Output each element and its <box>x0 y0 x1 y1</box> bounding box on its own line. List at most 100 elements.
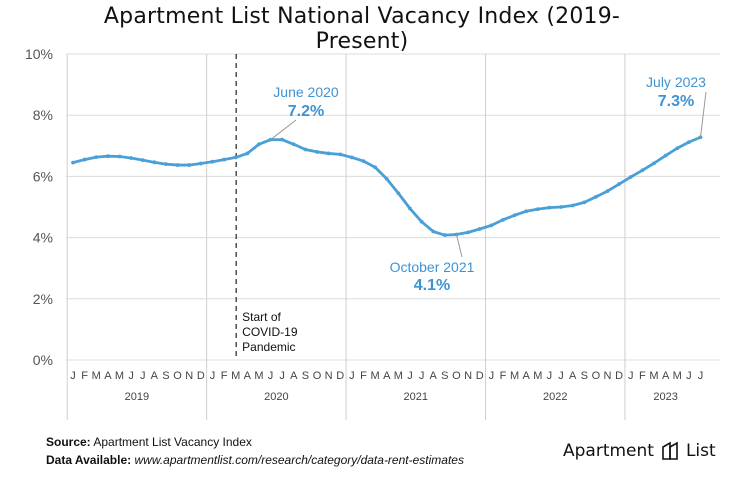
x-month-label: J <box>547 370 553 382</box>
covid-marker-label: Pandemic <box>242 340 295 354</box>
x-year-label: 2022 <box>543 391 567 403</box>
data-available-label: Data Available: <box>46 453 132 467</box>
data-point <box>501 217 505 222</box>
data-point <box>628 175 633 179</box>
x-month-label: J <box>140 370 146 382</box>
data-point <box>419 219 424 224</box>
data-point <box>187 163 192 167</box>
data-point <box>384 176 389 181</box>
x-year-label: 2020 <box>264 391 288 403</box>
x-month-label: M <box>231 370 240 382</box>
x-month-label: A <box>290 370 298 382</box>
data-point <box>570 203 575 208</box>
x-month-label: O <box>313 370 322 382</box>
data-point <box>442 233 447 238</box>
data-point <box>164 162 168 167</box>
annotation-value: 7.2% <box>288 103 324 120</box>
x-month-label: D <box>336 370 344 382</box>
annotation-value: 7.3% <box>658 93 694 110</box>
source-label: Source: <box>46 435 91 449</box>
x-month-label: F <box>221 370 228 382</box>
brand-word-apartment: Apartment <box>563 441 654 461</box>
x-month-label: O <box>592 370 601 382</box>
data-point <box>82 157 87 162</box>
data-available-note: Data Available: www.apartmentlist.com/re… <box>46 453 464 467</box>
data-point <box>512 213 517 218</box>
source-note: Source: Apartment List Vacancy Index <box>46 435 252 449</box>
x-month-label: J <box>407 370 413 382</box>
x-month-label: J <box>628 370 634 382</box>
x-month-label: M <box>92 370 101 382</box>
data-point <box>349 155 354 160</box>
data-point <box>582 200 587 205</box>
data-point <box>71 160 75 165</box>
x-month-label: M <box>673 370 682 382</box>
x-month-label: J <box>268 370 274 382</box>
x-month-label: A <box>523 370 531 382</box>
x-month-label: F <box>360 370 367 382</box>
data-point <box>640 168 645 173</box>
x-month-label: F <box>500 370 507 382</box>
data-point <box>198 161 203 166</box>
x-month-label: N <box>185 370 193 382</box>
annotation-leader <box>699 91 707 138</box>
vacancy-series-line <box>72 135 702 237</box>
data-point <box>408 206 412 211</box>
x-month-label: D <box>615 370 623 382</box>
y-tick-label: 2% <box>33 291 53 307</box>
covid-marker-label: COVID-19 <box>242 325 298 339</box>
data-point <box>129 156 134 160</box>
annotation-label: July 2023 <box>646 74 706 90</box>
annotation-leader <box>270 119 297 141</box>
source-value: Apartment List Vacancy Index <box>93 435 252 449</box>
data-point <box>105 154 110 159</box>
x-month-label: M <box>510 370 519 382</box>
x-month-label: M <box>649 370 658 382</box>
x-month-label: A <box>430 370 438 382</box>
x-month-label: M <box>254 370 263 382</box>
data-point <box>373 165 378 170</box>
annotation-leader <box>455 234 463 258</box>
x-month-label: A <box>244 370 252 382</box>
x-month-label: M <box>115 370 124 382</box>
data-point <box>396 191 401 196</box>
vacancy-line-chart: 0%2%4%6%8%10%J F M A M J J A S O N D J F M A M J J A S O N D J F M… <box>25 46 720 420</box>
data-point <box>466 230 470 235</box>
data-point <box>326 151 331 156</box>
data-point <box>152 160 157 165</box>
x-month-label: J <box>279 370 285 382</box>
data-point <box>675 146 680 151</box>
x-year-label: 2021 <box>404 391 428 403</box>
data-point <box>280 137 285 142</box>
data-point <box>140 158 145 163</box>
data-point <box>524 209 529 214</box>
data-point <box>233 155 238 160</box>
data-point <box>594 195 598 199</box>
building-icon <box>662 441 678 460</box>
x-month-label: J <box>349 370 355 382</box>
x-month-label: A <box>104 370 112 382</box>
x-year-label: 2019 <box>125 391 149 403</box>
x-month-label: O <box>173 370 182 382</box>
data-point <box>617 182 622 186</box>
data-point <box>222 157 226 162</box>
annotation-label: October 2021 <box>390 259 475 275</box>
x-month-label: S <box>162 370 169 382</box>
chart-title: Apartment List National Vacancy Index (2… <box>103 4 621 54</box>
data-point <box>175 163 180 167</box>
data-point <box>257 142 261 147</box>
x-month-label: S <box>302 370 309 382</box>
x-month-label: A <box>383 370 391 382</box>
data-point <box>315 150 319 154</box>
y-tick-label: 6% <box>33 168 53 184</box>
data-point <box>663 153 668 158</box>
data-point <box>686 140 691 145</box>
x-month-label: J <box>489 370 495 382</box>
data-point <box>431 229 436 234</box>
y-tick-label: 4% <box>33 230 53 246</box>
data-point <box>210 159 215 164</box>
x-month-label: J <box>558 370 564 382</box>
data-point <box>477 227 482 231</box>
apartment-list-logo: Apartment List <box>563 441 716 461</box>
x-month-label: J <box>698 370 704 382</box>
